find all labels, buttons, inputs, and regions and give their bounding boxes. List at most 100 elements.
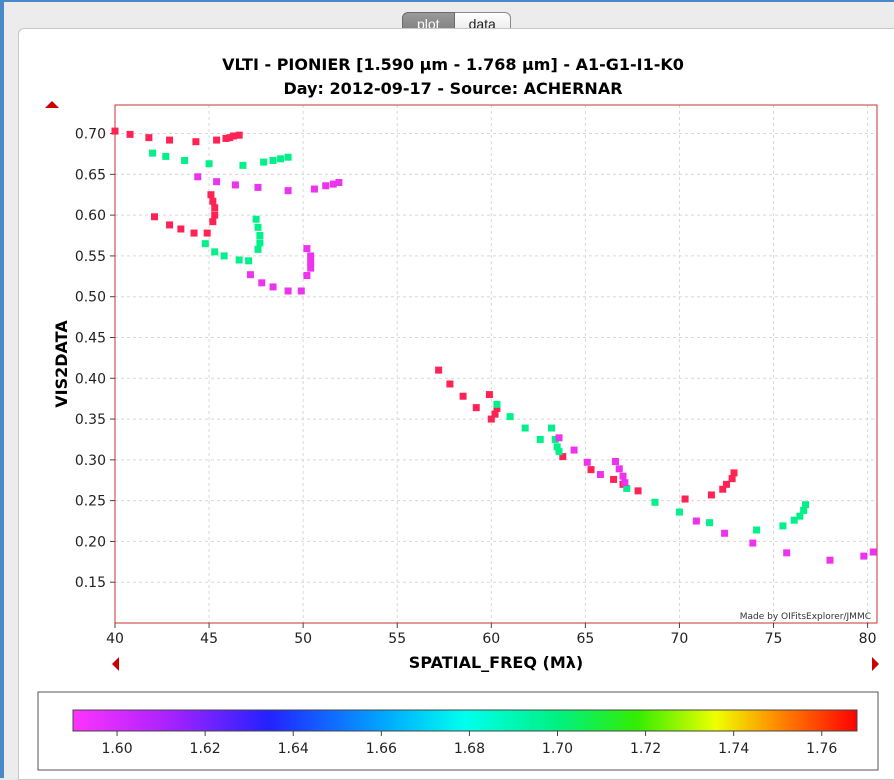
data-point <box>779 522 787 530</box>
data-point <box>310 185 318 193</box>
y-tick-label: 0.60 <box>75 208 106 224</box>
data-point <box>619 472 627 480</box>
data-point <box>860 552 868 560</box>
data-point <box>254 223 262 231</box>
y-tick-label: 0.25 <box>75 494 106 510</box>
x-tick-label: 50 <box>294 631 312 647</box>
data-point <box>211 248 219 256</box>
colorbar-tick-label: 1.76 <box>806 741 837 757</box>
x-scroll-right-arrow[interactable] <box>872 657 879 671</box>
grid-lines <box>114 105 877 623</box>
data-point <box>205 160 213 168</box>
y-scroll-up-arrow[interactable] <box>45 101 59 108</box>
data-point <box>226 134 234 142</box>
data-point <box>111 127 119 135</box>
data-point <box>256 232 264 240</box>
x-tick-label: 45 <box>200 631 218 647</box>
x-tick-label: 75 <box>765 631 783 647</box>
data-point <box>611 457 619 465</box>
data-point <box>211 204 219 212</box>
colorbar-tick-label: 1.60 <box>101 741 132 757</box>
colorbar-tick-label: 1.66 <box>366 741 397 757</box>
data-point <box>559 453 567 461</box>
data-point <box>166 221 174 229</box>
data-point <box>322 182 330 190</box>
data-point <box>213 178 221 186</box>
data-point <box>246 271 254 279</box>
data-point <box>252 215 260 223</box>
x-tick-label: 40 <box>106 631 124 647</box>
x-scroll-left-arrow[interactable] <box>112 657 119 671</box>
y-tick-label: 0.40 <box>75 371 106 387</box>
data-point <box>145 134 153 142</box>
data-point <box>719 485 727 493</box>
data-point <box>201 240 209 248</box>
data-point <box>802 501 810 509</box>
data-point <box>126 130 134 138</box>
data-point <box>869 548 877 556</box>
data-point <box>284 287 292 295</box>
data-point <box>213 136 221 144</box>
x-axis-ticks: 40 45 50 55 60 65 70 75 80 <box>106 623 877 647</box>
chart-title: VLTI - PIONIER [1.590 µm - 1.768 µm] - A… <box>222 55 684 74</box>
data-point <box>151 213 159 221</box>
x-tick-label: 65 <box>576 631 594 647</box>
data-point <box>800 506 808 514</box>
data-point <box>721 529 729 537</box>
data-point <box>692 517 700 525</box>
colorbar-gradient <box>72 709 858 732</box>
data-point <box>675 508 683 516</box>
data-point <box>307 252 315 260</box>
data-point <box>181 156 189 164</box>
data-point <box>548 424 556 432</box>
data-point <box>254 183 262 191</box>
data-point <box>446 380 454 388</box>
data-point <box>162 152 170 160</box>
y-tick-label: 0.20 <box>75 534 106 550</box>
data-point <box>506 413 514 421</box>
data-point <box>284 187 292 195</box>
data-point <box>790 516 798 524</box>
data-point <box>231 181 239 189</box>
colorbar-tick-label: 1.64 <box>278 741 309 757</box>
data-point <box>211 211 219 219</box>
data-point <box>303 271 311 279</box>
data-point <box>177 225 185 233</box>
data-point <box>256 239 264 247</box>
data-point <box>297 287 305 295</box>
y-axis-label: VIS2DATA <box>52 320 71 408</box>
y-tick-label: 0.15 <box>75 575 106 591</box>
data-point <box>615 465 623 473</box>
x-tick-label: 55 <box>388 631 406 647</box>
data-point <box>487 415 495 423</box>
y-tick-label: 0.35 <box>75 412 106 428</box>
data-point <box>783 549 791 557</box>
data-point <box>335 178 343 186</box>
data-point <box>209 197 217 205</box>
data-point <box>826 556 834 564</box>
data-point <box>485 391 493 399</box>
y-tick-label: 0.55 <box>75 249 106 265</box>
data-point <box>681 495 689 503</box>
x-tick-label: 60 <box>482 631 500 647</box>
plot-area-border <box>114 104 878 624</box>
data-point <box>796 512 804 520</box>
y-tick-label: 0.50 <box>75 290 106 306</box>
data-point <box>303 245 311 253</box>
data-point <box>472 404 480 412</box>
data-point <box>570 446 578 454</box>
data-point <box>209 218 217 226</box>
data-point <box>307 258 315 266</box>
data-point <box>555 448 563 456</box>
data-point <box>239 161 247 169</box>
data-point <box>190 229 198 237</box>
chart-subtitle: Day: 2012-09-17 - Source: ACHERNAR <box>283 79 622 98</box>
colorbar-tick-label: 1.68 <box>454 741 485 757</box>
colorbar-tick-label: 1.70 <box>542 741 573 757</box>
data-point <box>555 434 563 442</box>
y-tick-label: 0.30 <box>75 453 106 469</box>
credit-text: Made by OIFitsExplorer/JMMC <box>740 612 871 622</box>
x-tick-label: 80 <box>859 631 877 647</box>
data-points <box>111 127 877 564</box>
